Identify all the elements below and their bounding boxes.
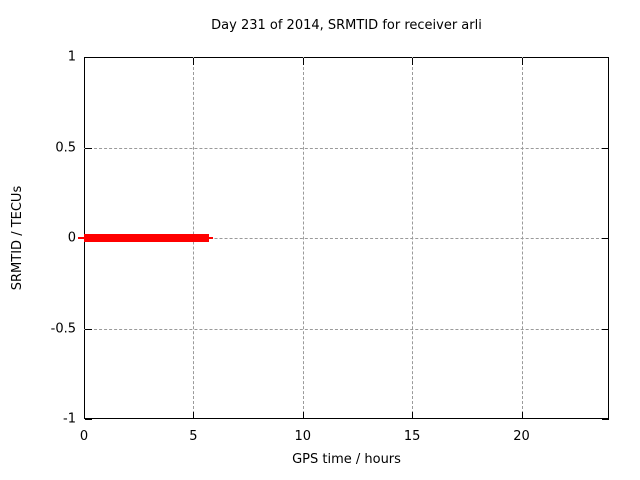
y-tick-label: 1 (67, 49, 76, 65)
y-tick-mark (602, 419, 609, 420)
y-tick-mark (85, 147, 92, 149)
x-tick-label: 0 (79, 429, 89, 444)
y-gridline (84, 147, 609, 149)
series-line-thick (84, 234, 209, 242)
y-gridline (84, 238, 609, 239)
x-axis-label: GPS time / hours (292, 452, 401, 467)
y-tick-mark (602, 57, 609, 58)
y-tick-label: 0.5 (55, 140, 76, 155)
x-tick-mark (302, 412, 304, 419)
x-tick-mark (84, 58, 85, 65)
y-tick-mark (602, 238, 609, 239)
x-tick-mark (412, 58, 414, 65)
x-tick-mark (302, 58, 304, 65)
y-tick-label: 0 (67, 230, 76, 246)
x-tick-label: 10 (294, 429, 312, 444)
x-tick-mark (412, 412, 414, 419)
x-tick-mark (193, 412, 195, 419)
y-tick-mark (85, 419, 92, 420)
x-tick-label: 20 (513, 429, 530, 444)
x-tick-mark (521, 412, 523, 419)
x-tick-mark (193, 58, 195, 65)
x-tick-mark (521, 58, 523, 65)
x-tick-label: 5 (189, 429, 198, 444)
y-gridline (84, 328, 609, 330)
x-tick-mark (84, 412, 85, 419)
y-tick-mark (85, 328, 92, 330)
y-tick-label: -0.5 (50, 321, 76, 336)
x-tick-label: 15 (403, 429, 421, 444)
y-tick-label: -1 (63, 411, 76, 427)
y-tick-mark (602, 147, 609, 149)
chart-title: Day 231 of 2014, SRMTID for receiver arl… (211, 18, 482, 33)
y-tick-mark (85, 57, 92, 58)
y-axis-label: SRMTID / TECUs (10, 185, 25, 291)
y-tick-mark (602, 328, 609, 330)
